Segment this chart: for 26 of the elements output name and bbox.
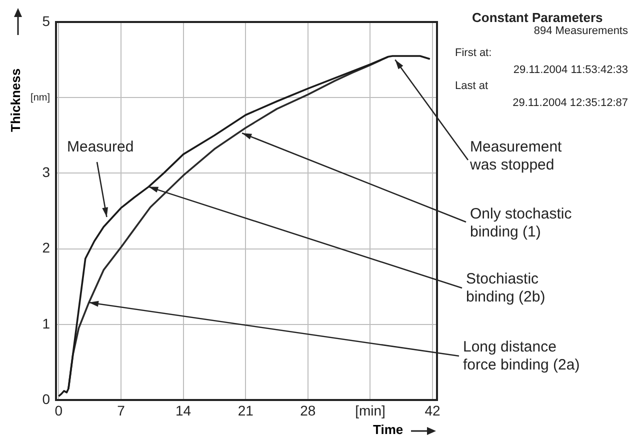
x-tick-label: 7 — [117, 402, 126, 418]
y-tick-label: 1 — [42, 315, 50, 332]
x-tick-label: 21 — [238, 402, 254, 418]
y-tick-label: 3 — [42, 164, 50, 180]
text: Constant Parameters — [472, 10, 603, 25]
y-tick-label: 0 — [42, 390, 50, 407]
y-tick-label: 5 — [42, 12, 50, 29]
x-tick-label: 0 — [54, 402, 63, 418]
annotation: Long distance force binding (2a) — [463, 338, 580, 374]
annotation: Stochiastic binding (2b) — [466, 270, 546, 306]
x-axis-title: Time — [373, 422, 404, 437]
x-tick-label: [min] — [355, 402, 386, 418]
y-tick-label: 2 — [42, 240, 50, 256]
text: 29.11.2004 12:35:12:87 — [512, 97, 628, 109]
y-tick-label: [nm] — [30, 92, 50, 104]
x-tick-label: 14 — [176, 402, 192, 418]
y-axis-title: Thickness — [8, 68, 23, 132]
x-tick-label: 28 — [300, 402, 316, 418]
text: 29.11.2004 11:53:42:33 — [513, 64, 628, 76]
annotation: Measurement was stopped — [469, 138, 563, 174]
text: First at: — [455, 47, 492, 59]
annotation: Measured — [67, 138, 134, 156]
text: 894 Measurements — [534, 25, 628, 37]
annotation: Only stochastic binding (1) — [470, 206, 572, 241]
x-tick-label: 42 — [424, 402, 441, 418]
text: Last at — [455, 80, 488, 92]
